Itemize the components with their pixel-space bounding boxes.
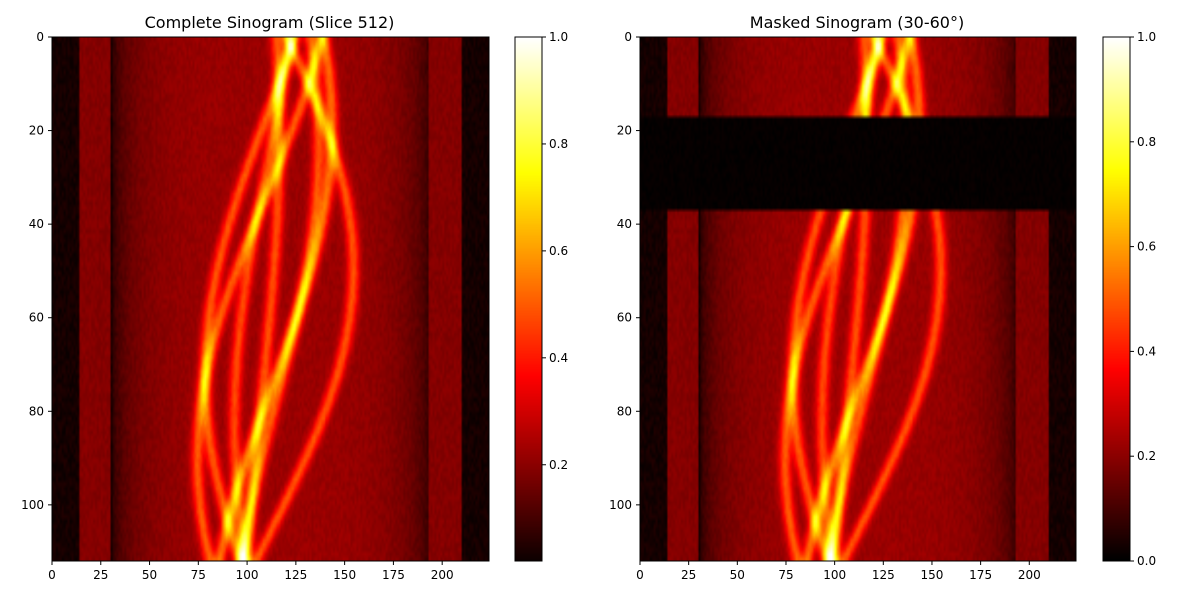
y-axis: 0 20 40 60 80 100 xyxy=(609,30,640,512)
colorbar-axis: 0.0 0.2 0.4 0.6 0.8 1.0 xyxy=(1130,30,1156,568)
x-tick-label: 125 xyxy=(284,568,307,582)
colorbar-tick-label: 0.4 xyxy=(549,351,568,365)
y-tick-label: 80 xyxy=(29,404,44,418)
chart-title: Complete Sinogram (Slice 512) xyxy=(145,13,395,32)
colorbar-tick-label: 0.0 xyxy=(1137,554,1156,568)
x-tick-label: 50 xyxy=(142,568,157,582)
colorbar-tick-label: 0.2 xyxy=(549,458,568,472)
colorbar-tick-label: 1.0 xyxy=(1137,30,1156,44)
x-tick-label: 25 xyxy=(93,568,108,582)
y-tick-label: 40 xyxy=(29,217,44,231)
panel-complete-sinogram: Complete Sinogram (Slice 512) 0 25 50 75 100… xyxy=(21,13,568,582)
colorbar-frame xyxy=(514,36,543,562)
colorbar-tick-label: 0.8 xyxy=(549,137,568,151)
x-tick-label: 125 xyxy=(872,568,895,582)
x-tick-label: 200 xyxy=(1018,568,1041,582)
plot-frame xyxy=(51,36,490,562)
y-tick-label: 60 xyxy=(617,311,632,325)
x-tick-label: 0 xyxy=(48,568,56,582)
colorbar-tick-label: 0.6 xyxy=(549,244,568,258)
chart-title: Masked Sinogram (30-60°) xyxy=(750,13,964,32)
colorbar-tick-label: 0.6 xyxy=(1137,240,1156,254)
y-tick-label: 20 xyxy=(29,124,44,138)
x-tick-label: 100 xyxy=(236,568,259,582)
x-tick-label: 200 xyxy=(431,568,454,582)
y-tick-label: 100 xyxy=(609,498,632,512)
colorbar-axis: 0.2 0.4 0.6 0.8 1.0 xyxy=(542,30,568,472)
x-tick-label: 25 xyxy=(681,568,696,582)
x-tick-label: 150 xyxy=(921,568,944,582)
x-tick-label: 100 xyxy=(823,568,846,582)
y-tick-label: 80 xyxy=(617,404,632,418)
x-axis: 0 25 50 75 100 125 150 175 200 xyxy=(48,561,454,582)
y-axis: 0 20 40 60 80 100 xyxy=(21,30,52,512)
x-tick-label: 150 xyxy=(333,568,356,582)
y-tick-label: 60 xyxy=(29,311,44,325)
colorbar-tick-label: 0.2 xyxy=(1137,449,1156,463)
panel-masked-sinogram: Masked Sinogram (30-60°) 0 25 50 75 100 125 15… xyxy=(609,13,1156,582)
sinogram-heatmap-image xyxy=(52,37,489,561)
sinogram-heatmap-image xyxy=(640,37,1076,561)
colorbar-tick-label: 0.8 xyxy=(1137,135,1156,149)
colorbar-tick-label: 1.0 xyxy=(549,30,568,44)
plot-frame xyxy=(639,36,1077,562)
colorbar-frame xyxy=(1102,36,1131,562)
x-tick-label: 175 xyxy=(382,568,405,582)
colorbar-gradient xyxy=(1103,37,1130,561)
x-tick-label: 0 xyxy=(636,568,644,582)
x-tick-label: 75 xyxy=(778,568,793,582)
x-tick-label: 50 xyxy=(730,568,745,582)
y-tick-label: 0 xyxy=(36,30,44,44)
colorbar-gradient xyxy=(515,37,542,561)
x-tick-label: 75 xyxy=(191,568,206,582)
y-tick-label: 0 xyxy=(624,30,632,44)
x-axis: 0 25 50 75 100 125 150 175 200 xyxy=(636,561,1041,582)
x-tick-label: 175 xyxy=(969,568,992,582)
colorbar-tick-label: 0.4 xyxy=(1137,344,1156,358)
y-tick-label: 20 xyxy=(617,124,632,138)
y-tick-label: 100 xyxy=(21,498,44,512)
y-tick-label: 40 xyxy=(617,217,632,231)
